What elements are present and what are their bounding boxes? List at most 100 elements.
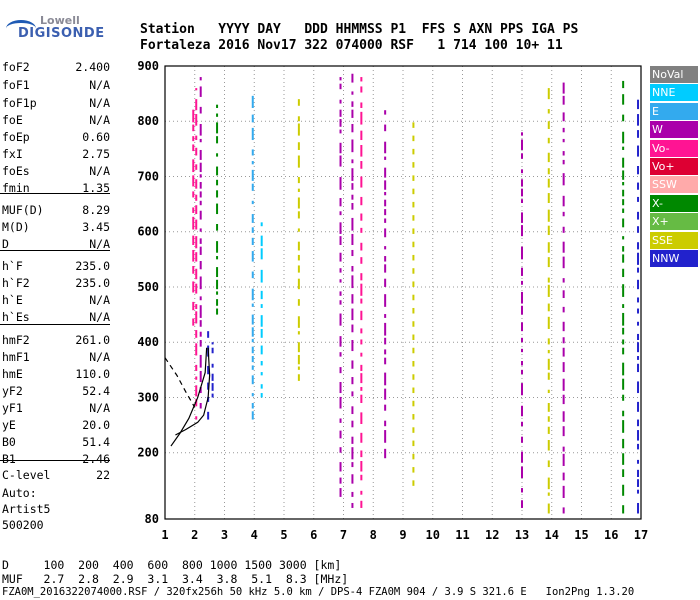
header-labels: Station YYYY DAY DDD HHMMSS P1 FFS S AXN… <box>140 22 579 37</box>
param-name: D <box>2 237 9 251</box>
profile-trace <box>170 347 208 447</box>
y-tick-label: 500 <box>137 280 159 294</box>
auto-scaler-version: 500200 <box>2 518 44 532</box>
x-tick-label: 17 <box>634 528 648 542</box>
param-row: h`E N/A <box>2 293 110 310</box>
param-value: N/A <box>89 350 110 364</box>
param-name: foEs <box>2 164 30 178</box>
footer-distance-row: D 100 200 400 600 800 1000 1500 3000 [km… <box>2 558 342 572</box>
param-row: hmF1 N/A <box>2 350 110 367</box>
x-tick-label: 9 <box>399 528 406 542</box>
param-value: 261.0 <box>75 333 110 347</box>
legend-item: E <box>650 102 698 120</box>
param-row: M(D) 3.45 <box>2 220 110 237</box>
param-row: MUF(D) 8.29 <box>2 203 110 220</box>
y-tick-label: 900 <box>137 59 159 73</box>
legend-item: X- <box>650 194 698 212</box>
x-tick-label: 2 <box>191 528 198 542</box>
x-tick-label: 12 <box>485 528 499 542</box>
param-name: B0 <box>2 435 16 449</box>
param-value: 20.0 <box>82 418 110 432</box>
param-name: M(D) <box>2 220 30 234</box>
param-name: h`F <box>2 259 23 273</box>
logo-line2: DIGISONDE <box>18 26 105 41</box>
plot-frame <box>164 65 642 520</box>
param-separator <box>0 250 110 251</box>
param-row: B0 51.4 <box>2 435 110 452</box>
x-tick-label: 6 <box>310 528 317 542</box>
param-value: 8.29 <box>82 203 110 217</box>
param-name: h`F2 <box>2 276 30 290</box>
header-values: Fortaleza 2016 Nov17 322 074000 RSF 1 71… <box>140 38 563 53</box>
param-name: C-level <box>2 468 51 482</box>
profile-trace <box>175 347 211 436</box>
param-value: 235.0 <box>75 276 110 290</box>
param-row: C-level 22 <box>2 468 110 485</box>
param-value: 2.75 <box>82 147 110 161</box>
param-name: h`E <box>2 293 23 307</box>
param-value: 1.35 <box>82 181 110 195</box>
param-row: yF2 52.4 <box>2 384 110 401</box>
param-name: MUF(D) <box>2 203 44 217</box>
legend-item: W <box>650 121 698 139</box>
y-tick-label: 800 <box>137 114 159 128</box>
param-value: N/A <box>89 310 110 324</box>
param-value: 22 <box>96 468 110 482</box>
param-value: 110.0 <box>75 367 110 381</box>
param-row: fxI 2.75 <box>2 147 110 164</box>
y-tick-label: 700 <box>137 169 159 183</box>
param-row: h`F2 235.0 <box>2 276 110 293</box>
param-name: foF1 <box>2 78 30 92</box>
param-row: hmE 110.0 <box>2 367 110 384</box>
param-name: foE <box>2 113 23 127</box>
param-value: N/A <box>89 113 110 127</box>
param-name: yF1 <box>2 401 23 415</box>
param-name: hmE <box>2 367 23 381</box>
param-row: foEs N/A <box>2 164 110 181</box>
param-name: fxI <box>2 147 23 161</box>
x-tick-label: 14 <box>545 528 559 542</box>
param-value: N/A <box>89 237 110 251</box>
param-name: yF2 <box>2 384 23 398</box>
param-name: yE <box>2 418 16 432</box>
param-separator <box>0 460 110 461</box>
param-value: 3.45 <box>82 220 110 234</box>
footer-muf-row: MUF 2.7 2.8 2.9 3.1 3.4 3.8 5.1 8.3 [MHz… <box>2 572 349 586</box>
param-value: 2.46 <box>82 452 110 466</box>
param-row: B1 2.46 <box>2 452 110 469</box>
x-tick-label: 3 <box>221 528 228 542</box>
x-tick-label: 13 <box>515 528 529 542</box>
auto-scaler-name: Artist5 <box>2 502 51 516</box>
legend-item: NNW <box>650 250 698 267</box>
legend-item: SSW <box>650 176 698 194</box>
legend-item: Vo+ <box>650 158 698 175</box>
param-value: N/A <box>89 164 110 178</box>
x-tick-label: 15 <box>574 528 588 542</box>
param-value: 0.60 <box>82 130 110 144</box>
param-name: fmin <box>2 181 30 195</box>
param-name: foF2 <box>2 60 30 74</box>
param-name: h`Es <box>2 310 30 324</box>
param-name: hmF2 <box>2 333 30 347</box>
footer-file-info: FZA0M_2016322074000.RSF / 320fx256h 50 k… <box>2 586 635 598</box>
y-tick-label: 400 <box>137 335 159 349</box>
param-row: D N/A <box>2 237 110 254</box>
param-row: foEp 0.60 <box>2 130 110 147</box>
logo-swoosh-icon <box>6 20 36 37</box>
y-tick-label: 600 <box>137 225 159 239</box>
legend-item: X+ <box>650 213 698 231</box>
param-value: N/A <box>89 78 110 92</box>
x-tick-label: 4 <box>251 528 258 542</box>
x-tick-label: 7 <box>340 528 347 542</box>
param-name: B1 <box>2 452 16 466</box>
param-value: 51.4 <box>82 435 110 449</box>
x-tick-label: 8 <box>370 528 377 542</box>
param-row: h`F 235.0 <box>2 259 110 276</box>
profile-trace <box>164 357 196 408</box>
param-row: foF1p N/A <box>2 96 110 113</box>
y-tick-label: 300 <box>137 390 159 404</box>
param-value: N/A <box>89 293 110 307</box>
param-row: yE 20.0 <box>2 418 110 435</box>
legend-item: SSE <box>650 231 698 249</box>
